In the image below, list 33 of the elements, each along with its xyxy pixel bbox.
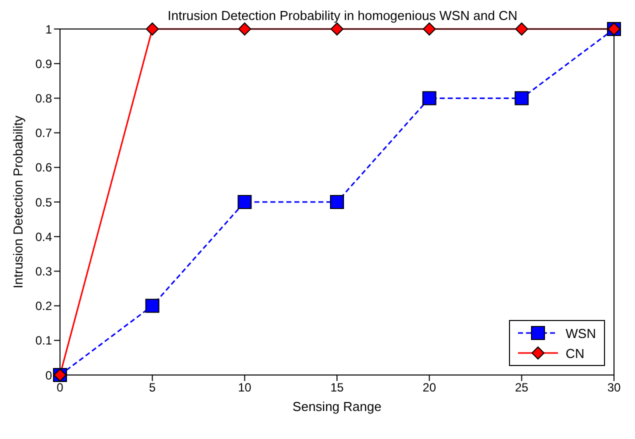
chart-title: Intrusion Detection Probability in homogenious WSN and CN bbox=[166, 8, 518, 23]
y-axis-title: Intrusion Detection Probability bbox=[10, 115, 26, 288]
point bbox=[330, 22, 344, 36]
x-tick-label: 5 bbox=[148, 380, 156, 395]
point bbox=[514, 91, 529, 106]
legend-label: CN bbox=[566, 346, 584, 360]
x-tick-label: 30 bbox=[607, 380, 621, 395]
point bbox=[146, 22, 159, 36]
point bbox=[238, 195, 252, 209]
y-tick-label: 0.1 bbox=[35, 334, 52, 348]
x-tick-label: 10 bbox=[238, 380, 252, 395]
y-tick-label: 0.7 bbox=[35, 126, 52, 140]
x-tick-label: 25 bbox=[514, 380, 529, 395]
x-tick-label: 0 bbox=[56, 380, 64, 395]
y-tick-label: 0.4 bbox=[35, 230, 52, 244]
y-tick-label: 0.5 bbox=[35, 195, 52, 210]
y-tick-label: 0.9 bbox=[35, 56, 52, 71]
point bbox=[145, 298, 160, 313]
y-tick-label: 0 bbox=[45, 368, 52, 382]
y-tick-label: 0.3 bbox=[35, 264, 52, 278]
legend-label: WSN bbox=[566, 326, 596, 340]
point bbox=[330, 195, 344, 209]
point bbox=[515, 22, 528, 36]
point bbox=[238, 22, 252, 36]
y-tick-label: 0.6 bbox=[35, 160, 52, 175]
y-tick-label: 0.2 bbox=[35, 299, 52, 314]
point bbox=[422, 91, 436, 106]
x-axis-title: Sensing Range bbox=[292, 399, 382, 414]
point bbox=[422, 22, 436, 36]
x-tick-label: 20 bbox=[422, 380, 436, 395]
y-tick-label: 1 bbox=[45, 22, 52, 36]
x-tick-label: 15 bbox=[330, 380, 344, 395]
y-tick-label: 0.8 bbox=[35, 91, 52, 106]
